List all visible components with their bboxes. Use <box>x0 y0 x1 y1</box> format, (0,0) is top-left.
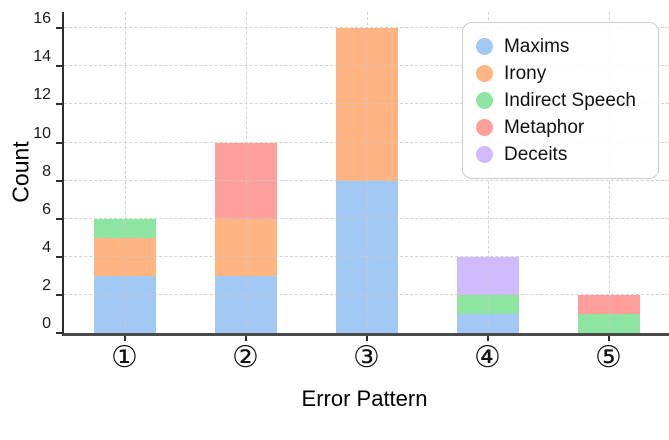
y-tick-label: 14 <box>33 48 51 66</box>
y-axis-label: Count <box>7 141 34 203</box>
x-category-label: ④ <box>474 341 501 374</box>
legend-label: Metaphor <box>503 116 585 138</box>
y-tick-mark <box>56 332 62 334</box>
x-category-label: ② <box>232 341 259 374</box>
y-tick-mark <box>56 141 62 144</box>
y-tick-mark <box>56 27 62 30</box>
x-tick-mark <box>123 336 126 341</box>
y-tick-label: 12 <box>33 86 51 104</box>
x-category-label: ③ <box>353 341 380 374</box>
legend-label: Maxims <box>503 35 570 57</box>
y-tick-label: 4 <box>42 238 51 256</box>
y-tick-label: 16 <box>33 10 51 28</box>
legend-item: Metaphor <box>475 114 636 141</box>
y-tick-mark <box>56 179 62 182</box>
x-axis-label: Error Pattern <box>301 386 428 411</box>
x-category-label: ① <box>111 341 138 374</box>
y-tick-mark <box>56 103 62 106</box>
legend-label: Deceits <box>503 143 568 165</box>
legend: Maxims Irony Indirect Speech Metaphor Deceit… <box>461 22 659 179</box>
y-tick-mark <box>56 293 62 296</box>
legend-item: Maxims <box>475 33 636 60</box>
x-tick-mark <box>486 336 489 341</box>
y-tick-label: 8 <box>42 162 51 180</box>
legend-marker-circle-icon <box>475 119 493 136</box>
legend-item: Irony <box>475 60 636 87</box>
y-tick-label: 10 <box>33 124 51 142</box>
y-tick-label: 6 <box>42 200 51 218</box>
legend-marker-circle-icon <box>475 92 493 109</box>
legend-marker-circle-icon <box>475 38 493 55</box>
legend-label: Irony <box>503 62 547 84</box>
legend-marker-circle-icon <box>475 65 493 82</box>
vertical-gridline <box>366 12 368 333</box>
x-tick-mark <box>365 336 368 341</box>
legend-marker-circle-icon <box>475 146 493 163</box>
legend-item: Deceits <box>475 141 636 168</box>
vertical-gridline <box>124 12 126 333</box>
y-tick-mark <box>56 65 62 68</box>
y-tick-mark <box>56 217 62 220</box>
x-tick-mark <box>607 336 610 341</box>
plot-area: Maxims Irony Indirect Speech Metaphor Deceit… <box>33 10 669 373</box>
x-category-label: ⑤ <box>595 341 622 374</box>
vertical-gridline <box>245 12 247 333</box>
y-tick-label: 2 <box>42 276 51 294</box>
y-tick-mark <box>56 255 62 258</box>
y-tick-label: 0 <box>42 315 51 332</box>
legend-label: Indirect Speech <box>503 89 636 111</box>
legend-item: Indirect Speech <box>475 87 636 114</box>
x-tick-mark <box>244 336 247 341</box>
